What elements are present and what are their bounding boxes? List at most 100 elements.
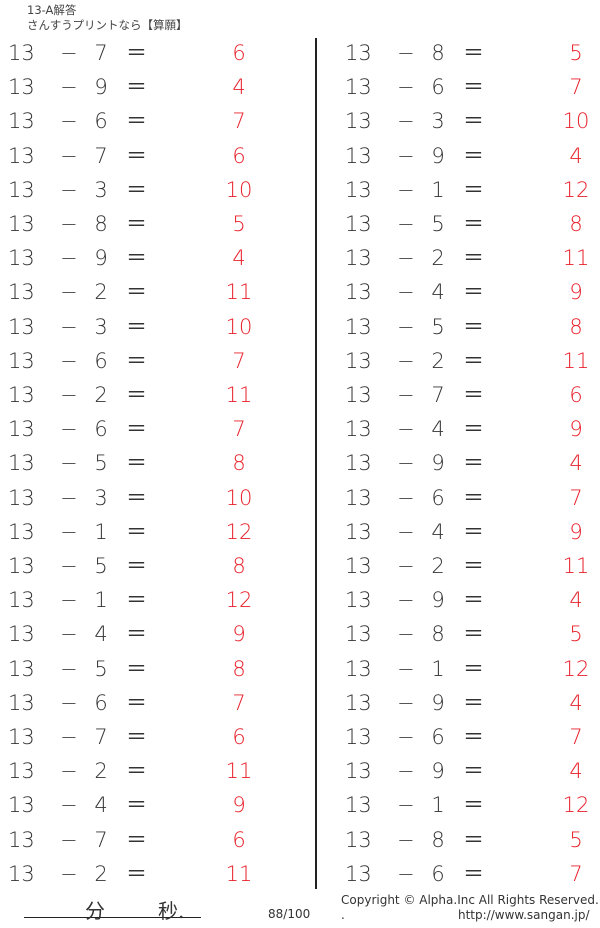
equals-sign: ＝ [126, 109, 147, 134]
minus-sign: − [60, 554, 78, 578]
minuend: 13 [8, 554, 35, 578]
answer: 4 [232, 246, 246, 271]
subtrahend: 2 [94, 759, 108, 784]
answer: 11 [562, 246, 590, 271]
answer: 12 [225, 519, 253, 544]
score: 88/100 [268, 907, 311, 921]
subtrahend: 9 [431, 690, 445, 715]
equals-sign: ＝ [126, 383, 147, 407]
subtrahend: 6 [94, 109, 108, 134]
minuend: 13 [8, 485, 35, 510]
minus-sign: − [60, 177, 78, 202]
minus-sign: − [397, 212, 415, 236]
subtrahend: 6 [431, 725, 445, 749]
minuend: 13 [345, 588, 372, 613]
equals-sign: ＝ [126, 622, 147, 647]
equals-sign: ＝ [126, 143, 147, 168]
subtrahend: 4 [431, 519, 445, 544]
equals-sign: ＝ [463, 143, 484, 168]
answer: 8 [569, 314, 583, 339]
subtrahend: 7 [94, 143, 108, 168]
minuend: 13 [345, 485, 372, 510]
answer: 4 [569, 451, 583, 476]
subtrahend: 4 [94, 793, 108, 818]
minus-sign: − [60, 143, 78, 168]
equals-sign: ＝ [126, 348, 147, 373]
minuend: 13 [8, 827, 35, 852]
answer: 8 [232, 656, 246, 681]
equals-sign: ＝ [463, 41, 484, 65]
answer: 4 [232, 75, 246, 100]
equals-sign: ＝ [463, 417, 484, 442]
equals-sign: ＝ [126, 690, 147, 715]
subtrahend: 2 [94, 861, 108, 886]
minuend: 13 [8, 314, 35, 339]
minuend: 13 [345, 177, 372, 202]
subtrahend: 6 [431, 485, 445, 510]
minus-sign: − [397, 451, 415, 476]
minuend: 13 [345, 75, 372, 100]
equals-sign: ＝ [463, 725, 484, 749]
minus-sign: − [397, 109, 415, 134]
answer: 10 [225, 485, 253, 510]
worksheet-title: 13-A解答 [27, 3, 77, 17]
minus-sign: − [397, 725, 415, 749]
minuend: 13 [8, 451, 35, 476]
answer: 5 [569, 41, 583, 65]
subtrahend: 1 [94, 519, 108, 544]
column-divider [315, 38, 317, 889]
minuend: 13 [345, 348, 372, 373]
minus-sign: − [397, 793, 415, 818]
time-underline [24, 917, 201, 918]
minuend: 13 [8, 759, 35, 784]
minus-sign: − [60, 690, 78, 715]
answer: 4 [569, 759, 583, 784]
minuend: 13 [345, 554, 372, 578]
equals-sign: ＝ [126, 212, 147, 236]
answer: 8 [569, 212, 583, 236]
equals-sign: ＝ [126, 861, 147, 886]
answer: 12 [225, 588, 253, 613]
minus-sign: − [397, 519, 415, 544]
answer: 4 [569, 143, 583, 168]
answer: 5 [569, 827, 583, 852]
answer: 7 [232, 690, 246, 715]
subtrahend: 8 [431, 41, 445, 65]
minuend: 13 [345, 314, 372, 339]
minus-sign: − [397, 588, 415, 613]
subtrahend: 7 [431, 383, 445, 407]
subtrahend: 1 [431, 656, 445, 681]
minus-sign: − [60, 622, 78, 647]
minuend: 13 [345, 451, 372, 476]
minus-sign: − [60, 793, 78, 818]
subtrahend: 7 [94, 827, 108, 852]
equals-sign: ＝ [126, 519, 147, 544]
minus-sign: − [397, 314, 415, 339]
equals-sign: ＝ [463, 212, 484, 236]
equals-sign: ＝ [463, 690, 484, 715]
equals-sign: ＝ [463, 246, 484, 271]
answer: 6 [232, 143, 246, 168]
subtrahend: 9 [94, 246, 108, 271]
minus-sign: − [397, 383, 415, 407]
equals-sign: ＝ [463, 383, 484, 407]
minuend: 13 [8, 212, 35, 236]
subtrahend: 9 [431, 588, 445, 613]
subtrahend: 6 [94, 417, 108, 442]
site-url[interactable]: http://www.sangan.jp/ [458, 908, 590, 922]
subtrahend: 7 [94, 725, 108, 749]
minuend: 13 [8, 656, 35, 681]
minus-sign: − [60, 519, 78, 544]
answer: 10 [225, 314, 253, 339]
minus-sign: − [60, 75, 78, 100]
minuend: 13 [8, 588, 35, 613]
minus-sign: − [60, 246, 78, 271]
answer: 11 [562, 348, 590, 373]
minuend: 13 [345, 41, 372, 65]
subtrahend: 9 [431, 143, 445, 168]
minus-sign: − [60, 280, 78, 305]
minus-sign: − [60, 383, 78, 407]
equals-sign: ＝ [126, 554, 147, 578]
minus-sign: − [397, 690, 415, 715]
minus-sign: − [397, 485, 415, 510]
